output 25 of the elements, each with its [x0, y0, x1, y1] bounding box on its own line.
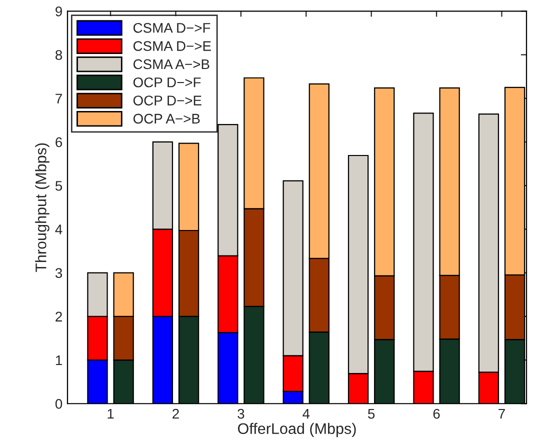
- x-tick-label: 4: [302, 409, 310, 419]
- legend-label: CSMA D−>E: [133, 41, 211, 51]
- y-tick-label: 7: [56, 94, 62, 104]
- legend-label: OCP D−>E: [133, 96, 202, 106]
- y-tick-label: 1: [56, 356, 62, 366]
- y-tick-label: 9: [56, 6, 62, 16]
- x-tick-label: 6: [433, 408, 440, 419]
- legend-label: OCP A−>B: [133, 114, 200, 124]
- y-tick-label: 4: [55, 224, 62, 234]
- y-tick-label: 3: [55, 268, 62, 278]
- y-tick-label: 8: [56, 50, 62, 60]
- y-tick-label: 6: [56, 137, 62, 148]
- x-tick-label: 7: [498, 409, 505, 419]
- legend-label: OCP D−>F: [133, 77, 201, 88]
- y-axis-title: Throughput (Mbps): [35, 143, 50, 272]
- x-tick-label: 3: [238, 408, 244, 419]
- x-axis-title: OfferLoad (Mbps): [238, 422, 356, 438]
- y-tick-label: 5: [55, 181, 62, 191]
- legend-label: CSMA A−>B: [133, 59, 210, 70]
- legend-label: CSMA D−>F: [133, 22, 210, 33]
- x-tick-label: 1: [108, 409, 114, 419]
- x-tick-label: 5: [368, 409, 375, 419]
- x-tick-label: 2: [172, 408, 179, 419]
- y-tick-label: 0: [55, 398, 62, 409]
- y-tick-label: 2: [56, 312, 62, 322]
